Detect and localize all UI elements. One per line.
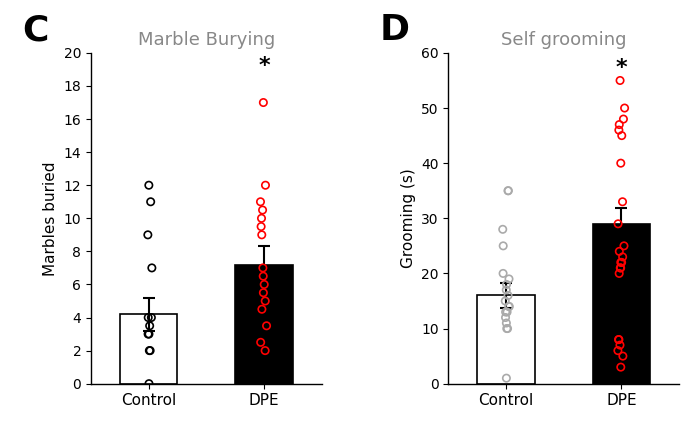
Bar [592,224,650,384]
Title: Marble Burying: Marble Burying [138,30,275,49]
Point [502,325,513,332]
Point [258,273,269,280]
Point [500,314,511,321]
Point [498,242,509,249]
Point [613,127,624,134]
Point [144,322,155,329]
Point [500,374,512,381]
Point [503,292,514,299]
Point [617,253,628,260]
Point [619,105,630,112]
Text: D: D [379,13,410,47]
Point [498,270,509,277]
Point [144,347,155,354]
Point [615,341,626,348]
Point [612,347,624,354]
Point [618,242,629,249]
Point [256,306,267,313]
Y-axis label: Grooming (s): Grooming (s) [400,168,416,268]
Title: Self grooming: Self grooming [501,30,626,49]
Point [144,182,155,189]
Point [615,264,626,271]
Point [504,303,515,310]
Point [500,309,511,316]
Text: *: * [615,58,627,78]
Point [614,248,625,255]
Point [503,187,514,194]
Point [613,336,624,343]
Point [501,281,512,288]
Point [614,270,625,277]
Point [255,339,266,346]
Point [503,187,514,194]
Point [616,132,627,139]
Point [500,319,512,326]
Point [260,297,271,304]
Point [615,77,626,84]
Point [256,231,267,238]
Point [143,314,154,321]
Point [260,182,271,189]
Point [614,121,625,128]
Point [261,322,272,329]
Text: *: * [258,56,270,76]
Point [144,347,155,354]
Point [144,380,155,387]
Point [615,160,626,167]
Point [145,198,156,205]
Point [143,331,154,338]
Point [616,259,627,266]
Point [615,363,626,370]
Point [500,287,512,294]
Point [503,303,514,310]
Point [618,116,629,123]
Point [615,259,626,266]
Point [256,215,267,222]
Point [612,220,624,228]
Point [500,297,511,304]
Point [503,275,514,283]
Point [142,231,153,238]
Point [146,314,157,321]
Point [258,281,270,288]
Bar [477,295,535,384]
Point [258,99,269,106]
Point [497,226,508,233]
Bar [120,314,178,384]
Y-axis label: Marbles buried: Marbles buried [43,161,58,276]
Point [146,264,158,271]
Point [255,198,266,205]
Point [144,331,155,338]
Point [617,353,629,360]
Point [258,289,269,296]
Point [258,264,269,271]
Point [260,347,271,354]
Point [501,325,512,332]
Text: C: C [22,13,48,47]
Bar [235,265,293,384]
Point [256,223,267,230]
Point [613,336,624,343]
Point [615,264,626,271]
Point [257,206,268,213]
Point [617,198,628,206]
Point [501,309,512,316]
